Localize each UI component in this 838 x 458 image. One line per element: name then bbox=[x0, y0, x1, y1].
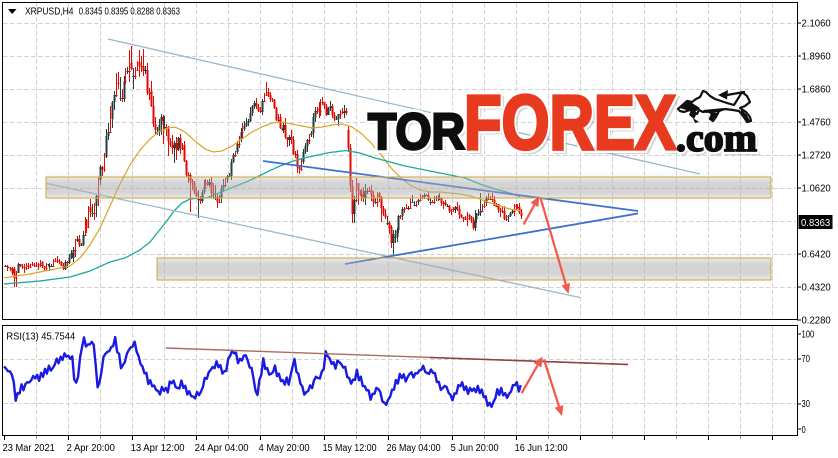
svg-text:1.6860: 1.6860 bbox=[802, 85, 832, 96]
svg-text:FOREX: FOREX bbox=[464, 80, 676, 166]
svg-text:TOR: TOR bbox=[368, 103, 465, 160]
svg-text:5 Jun 20:00: 5 Jun 20:00 bbox=[451, 443, 499, 454]
svg-text:1.2720: 1.2720 bbox=[802, 151, 832, 162]
svg-text:26 May 04:00: 26 May 04:00 bbox=[387, 443, 441, 454]
svg-text:2.1060: 2.1060 bbox=[802, 19, 832, 30]
svg-text:0.8288: 0.8288 bbox=[130, 5, 154, 17]
svg-text:.com: .com bbox=[676, 117, 757, 160]
svg-text:TOR: TOR bbox=[371, 106, 468, 163]
svg-text:0.2280: 0.2280 bbox=[802, 316, 832, 327]
svg-text:XRPUSD,H4: XRPUSD,H4 bbox=[25, 5, 74, 17]
svg-text:0.8363: 0.8363 bbox=[801, 218, 831, 229]
svg-text:0.6420: 0.6420 bbox=[802, 250, 832, 261]
svg-text:1.4760: 1.4760 bbox=[802, 118, 832, 129]
svg-text:FOREX: FOREX bbox=[464, 80, 676, 166]
svg-text:RSI(13) 45.7544: RSI(13) 45.7544 bbox=[6, 331, 75, 343]
svg-text:70: 70 bbox=[802, 354, 811, 365]
svg-text:15 May 12:00: 15 May 12:00 bbox=[323, 443, 377, 454]
svg-text:0.8345: 0.8345 bbox=[79, 5, 103, 17]
svg-text:TOR: TOR bbox=[368, 103, 465, 160]
svg-text:16 Jun 12:00: 16 Jun 12:00 bbox=[515, 443, 568, 454]
svg-text:13 Apr 12:00: 13 Apr 12:00 bbox=[131, 443, 185, 454]
svg-text:0.8395: 0.8395 bbox=[105, 5, 129, 17]
svg-text:100: 100 bbox=[802, 330, 815, 341]
svg-text:.com: .com bbox=[678, 120, 759, 163]
svg-text:2 Apr 20:00: 2 Apr 20:00 bbox=[67, 443, 116, 454]
svg-text:24 Apr 04:00: 24 Apr 04:00 bbox=[195, 443, 249, 454]
svg-text:4 May 20:00: 4 May 20:00 bbox=[259, 443, 310, 454]
svg-text:FOREX: FOREX bbox=[467, 83, 679, 169]
svg-text:0.4320: 0.4320 bbox=[802, 283, 832, 294]
svg-text:0: 0 bbox=[802, 425, 807, 436]
svg-text:1.0620: 1.0620 bbox=[802, 184, 832, 195]
svg-text:23 Mar 2021: 23 Mar 2021 bbox=[3, 443, 56, 454]
svg-text:1.8960: 1.8960 bbox=[802, 52, 832, 63]
svg-text:0.8363: 0.8363 bbox=[156, 5, 180, 17]
svg-text:.com: .com bbox=[676, 117, 757, 160]
svg-text:30: 30 bbox=[802, 399, 811, 410]
